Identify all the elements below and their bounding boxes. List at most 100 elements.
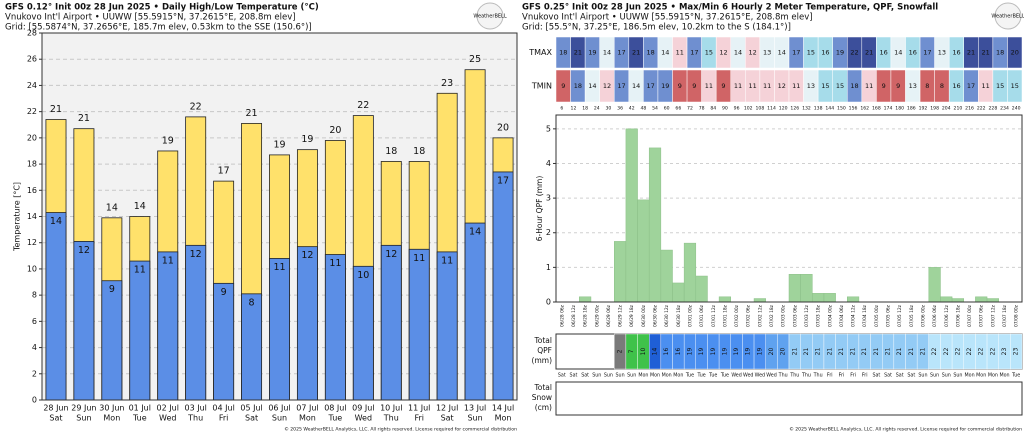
hour-label: 138 bbox=[814, 106, 823, 112]
x-tick-label: 07/04 00z bbox=[827, 304, 833, 327]
tmax-value: 15 bbox=[705, 49, 713, 57]
tmin-value: 9 bbox=[721, 82, 725, 90]
qpf-total: 22 bbox=[954, 348, 961, 356]
tmin-value: 11 bbox=[748, 82, 756, 90]
tmin-value: 9 bbox=[896, 82, 900, 90]
high-label: 17 bbox=[218, 166, 230, 177]
qpf-total: 16 bbox=[675, 348, 682, 356]
qpf-bar bbox=[986, 298, 999, 303]
low-label: 11 bbox=[441, 255, 453, 266]
y-tick-label: 6 bbox=[32, 317, 37, 326]
hour-label: 48 bbox=[640, 106, 646, 112]
high-label: 19 bbox=[273, 139, 285, 150]
qpf-bar bbox=[940, 296, 953, 303]
low-label: 12 bbox=[190, 249, 202, 260]
tmin-value: 11 bbox=[981, 82, 989, 90]
low-label: 12 bbox=[301, 250, 313, 261]
qpf-total: 16 bbox=[663, 348, 670, 356]
y-tick-label: 4 bbox=[546, 159, 551, 168]
plot-frame bbox=[41, 32, 518, 401]
tmin-value: 9 bbox=[678, 82, 682, 90]
snow-row-label: Snow bbox=[532, 393, 552, 402]
logo: WeatherBELL bbox=[991, 14, 1024, 20]
x-tick-weekday: Tue bbox=[328, 414, 343, 423]
hour-label: 60 bbox=[664, 106, 670, 112]
low-label: 11 bbox=[134, 265, 146, 276]
hour-label: 174 bbox=[884, 106, 893, 112]
high-label: 14 bbox=[134, 201, 146, 212]
low-label: 8 bbox=[249, 297, 255, 308]
x-tick-label: 07/02 00z bbox=[734, 304, 740, 327]
tmin-value: 19 bbox=[661, 82, 669, 90]
low-label: 9 bbox=[221, 287, 227, 298]
high-label: 18 bbox=[385, 146, 397, 157]
y-tick-label: 26 bbox=[27, 55, 37, 64]
hour-label: 216 bbox=[965, 106, 974, 112]
qpf-row-label: (mm) bbox=[532, 356, 553, 365]
tmax-value: 21 bbox=[574, 49, 582, 57]
low-bar bbox=[380, 244, 402, 401]
y-tick-label: 24 bbox=[27, 81, 37, 90]
day-label: Tue bbox=[1011, 373, 1020, 379]
x-tick-label: 08 Jul bbox=[324, 404, 346, 413]
tmin-cell bbox=[1007, 69, 1023, 103]
qpf-total: 19 bbox=[733, 348, 740, 356]
day-label: Wed bbox=[743, 373, 753, 379]
station: Vnukovo Int'l Airport • UUWW [55.5915°N,… bbox=[522, 13, 813, 23]
tmin-value: 15 bbox=[996, 82, 1004, 90]
x-tick-label: 07/07 12z bbox=[990, 304, 996, 327]
qpf-cell bbox=[1010, 333, 1023, 370]
hour-label: 72 bbox=[687, 106, 693, 112]
day-label: Tue bbox=[708, 373, 717, 379]
qpf-total: 20 bbox=[768, 348, 775, 356]
qpf-bar bbox=[847, 296, 860, 303]
hour-label: 54 bbox=[652, 106, 658, 112]
day-label: Sun bbox=[918, 373, 927, 379]
qpf-total: 19 bbox=[745, 348, 752, 356]
x-tick-label: 07/03 12z bbox=[804, 304, 810, 327]
tmin-value: 12 bbox=[603, 82, 611, 90]
x-tick-label: 09 Jul bbox=[352, 404, 374, 413]
qpf-total: 19 bbox=[710, 348, 717, 356]
hour-label: 126 bbox=[790, 106, 799, 112]
y-tick-label: 28 bbox=[27, 29, 37, 38]
plot-frame bbox=[555, 114, 1023, 303]
hour-label: 234 bbox=[1000, 106, 1009, 112]
qpf-bar bbox=[579, 296, 592, 303]
qpf-bar bbox=[951, 298, 964, 303]
tmax-value: 17 bbox=[690, 49, 698, 57]
y-tick-label: 14 bbox=[27, 212, 37, 221]
high-label: 22 bbox=[357, 100, 369, 111]
day-label: Thu bbox=[789, 373, 799, 379]
high-label: 21 bbox=[78, 113, 90, 124]
day-label: Fri bbox=[839, 373, 845, 379]
low-bar bbox=[157, 251, 179, 401]
qpf-bar bbox=[788, 274, 801, 303]
hour-label: 222 bbox=[977, 106, 986, 112]
tmin-value: 9 bbox=[692, 82, 696, 90]
x-tick-label: 10 Jul bbox=[380, 404, 402, 413]
hour-label: 162 bbox=[860, 106, 869, 112]
x-tick-weekday: Fri bbox=[414, 414, 424, 423]
qpf-total: 22 bbox=[989, 348, 996, 356]
hour-label: 180 bbox=[895, 106, 904, 112]
qpf-total: 21 bbox=[908, 348, 915, 356]
hour-label: 240 bbox=[1012, 106, 1021, 112]
qpf-bar bbox=[928, 267, 941, 303]
x-tick-label: 07/03 18z bbox=[816, 304, 822, 327]
hour-label: 78 bbox=[699, 106, 705, 112]
hour-label: 42 bbox=[629, 106, 635, 112]
high-label: 21 bbox=[246, 108, 258, 119]
tmin-value: 8 bbox=[940, 82, 944, 90]
y-tick-label: 18 bbox=[27, 160, 37, 169]
hour-label: 84 bbox=[710, 106, 716, 112]
qpf-bar bbox=[823, 293, 836, 303]
x-tick-label: 07/05 12z bbox=[897, 304, 903, 327]
hour-label: 6 bbox=[560, 106, 563, 112]
low-bar bbox=[436, 251, 458, 401]
x-tick-label: 30 Jun bbox=[99, 404, 124, 413]
x-tick-label: 06/29 06z bbox=[606, 304, 612, 327]
day-label: Mon bbox=[662, 373, 672, 379]
tmax-value: 21 bbox=[981, 49, 989, 57]
